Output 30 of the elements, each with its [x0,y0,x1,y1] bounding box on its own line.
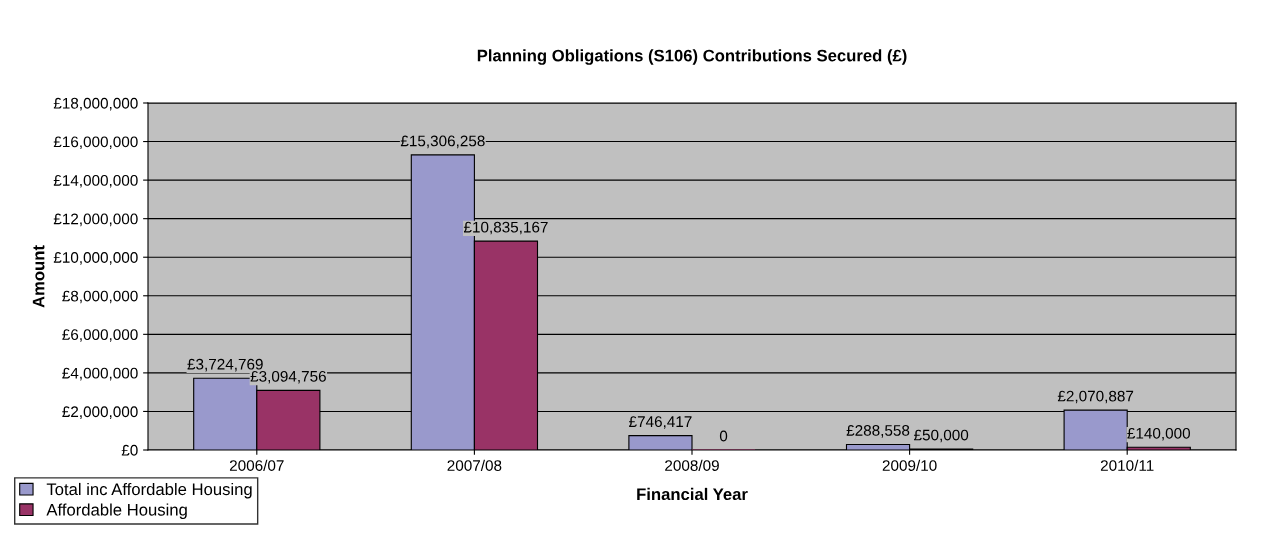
data-label: 0 [719,430,728,442]
y-tick-label: £14,000,000 [53,174,138,188]
y-axis-title: Amount [32,245,45,308]
y-tick-label: £4,000,000 [62,367,138,381]
y-tick-label: £6,000,000 [62,329,138,342]
data-label: £2,070,887 [1057,390,1134,404]
y-tick-label: £2,000,000 [62,406,138,419]
x-tick-label: 2007/08 [447,459,502,471]
chart-title: Planning Obligations (S106) Contributions Secured (£) [477,49,907,65]
data-label: £15,306,258 [400,135,485,149]
x-tick-label: 2009/10 [882,459,937,471]
data-label: £140,000 [1127,427,1191,441]
data-label: £50,000 [913,429,969,443]
y-tick-label: £10,000,000 [53,252,138,265]
x-tick-label: 2008/09 [665,459,719,471]
x-axis-title: Financial Year [637,487,748,501]
data-label: £3,724,769 [187,358,263,372]
data-label: £3,094,756 [250,370,326,384]
y-tick-label: £16,000,000 [53,136,138,150]
y-tick-label: £8,000,000 [62,290,138,304]
x-tick-label: 2006/07 [229,459,284,471]
data-label: £10,835,167 [463,221,548,235]
y-tick-label: £12,000,000 [53,213,138,227]
legend-label: Total inc Affordable Housing [46,482,252,499]
y-tick-label: £0 [121,444,138,456]
legend-label: Affordable Housing [46,503,187,519]
x-tick-label: 2010/11 [1100,459,1154,471]
data-label: £746,417 [629,416,692,429]
y-tick-label: £18,000,000 [53,97,138,111]
data-label: £288,558 [846,425,910,438]
